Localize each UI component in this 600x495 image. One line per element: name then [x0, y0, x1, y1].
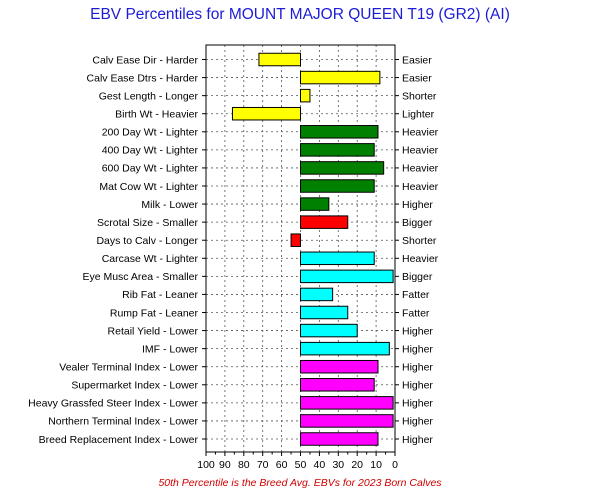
category-label: 400 Day Wt - Lighter	[102, 145, 199, 157]
direction-label: Bigger	[402, 217, 433, 229]
bar	[300, 359, 379, 374]
bar	[300, 269, 394, 284]
category-label: 200 Day Wt - Lighter	[102, 127, 199, 139]
grid-lines	[206, 45, 395, 452]
bar	[300, 179, 375, 193]
bars	[231, 52, 394, 446]
x-tick-label: 90	[219, 459, 231, 471]
bar	[300, 396, 394, 410]
direction-label: Higher	[402, 416, 433, 428]
bar	[300, 197, 330, 211]
chart-footnote: 50th Percentile is the Breed Avg. EBVs f…	[158, 477, 442, 489]
category-label: Mat Cow Wt - Lighter	[99, 181, 198, 193]
direction-label: Bigger	[402, 271, 433, 283]
bar	[300, 251, 375, 266]
bar	[231, 106, 302, 121]
x-tick-label: 40	[314, 459, 326, 471]
bar	[290, 233, 301, 247]
chart-title: EBV Percentiles for MOUNT MAJOR QUEEN T1…	[90, 6, 510, 23]
bar	[300, 125, 379, 139]
category-labels: Calv Ease Dir - Harder Calv Ease Dtrs - H…	[28, 54, 206, 446]
direction-label: Higher	[402, 380, 433, 392]
direction-label: Heavier	[402, 163, 439, 175]
category-label: Calv Ease Dir - Harder	[92, 54, 198, 66]
x-tick-label: 20	[351, 459, 363, 471]
bar	[300, 88, 311, 103]
x-tick-label: 10	[370, 459, 382, 471]
direction-label: Easier	[402, 72, 432, 84]
category-label: Gest Length - Longer	[99, 90, 199, 102]
direction-label: Heavier	[402, 145, 439, 157]
direction-label: Shorter	[402, 90, 437, 102]
direction-label: Heavier	[402, 127, 439, 139]
bar	[300, 432, 379, 446]
direction-label: Higher	[402, 325, 433, 337]
x-tick-label: 50	[295, 459, 307, 471]
category-label: Carcase Wt - Lighter	[102, 253, 199, 265]
category-label: IMF - Lower	[142, 343, 199, 355]
direction-label: Fatter	[402, 307, 430, 319]
category-label: Retail Yield - Lower	[108, 325, 199, 337]
x-axis-ticks: 100 90 80 70 60 50 40 30 20 10 0	[197, 452, 398, 471]
bar	[300, 143, 375, 157]
bar	[300, 378, 375, 392]
bar	[300, 161, 385, 175]
category-label: Calv Ease Dtrs - Harder	[87, 72, 199, 84]
direction-label: Heavier	[402, 253, 439, 265]
direction-labels: Easier Easier Shorter Lighter Heavier Heavier…	[395, 54, 439, 446]
x-tick-label: 100	[197, 459, 215, 471]
category-label: Rump Fat - Leaner	[110, 307, 199, 319]
category-label: Eye Musc Area - Smaller	[82, 271, 198, 283]
category-label: 600 Day Wt - Lighter	[102, 163, 199, 175]
direction-label: Shorter	[402, 235, 437, 247]
category-label: Days to Calv - Longer	[96, 235, 198, 247]
direction-label: Fatter	[402, 289, 430, 301]
category-label: Milk - Lower	[141, 199, 198, 211]
bar	[300, 70, 381, 85]
direction-label: Easier	[402, 54, 432, 66]
x-tick-label: 70	[257, 459, 269, 471]
bar	[300, 414, 394, 428]
bar	[300, 323, 358, 338]
category-label: Northern Terminal Index - Lower	[48, 416, 198, 428]
category-label: Scrotal Size - Smaller	[97, 217, 198, 229]
category-label: Breed Replacement Index - Lower	[39, 434, 199, 446]
category-label: Heavy Grassfed Steer Index - Lower	[28, 398, 198, 410]
bar	[300, 305, 349, 320]
bar	[300, 287, 334, 302]
plot-border	[205, 44, 396, 453]
direction-label: Higher	[402, 398, 433, 410]
direction-label: Higher	[402, 343, 433, 355]
category-label: Rib Fat - Leaner	[122, 289, 198, 301]
direction-label: Heavier	[402, 181, 439, 193]
direction-label: Higher	[402, 199, 433, 211]
direction-label: Higher	[402, 434, 433, 446]
category-label: Birth Wt - Heavier	[115, 109, 198, 121]
x-tick-label: 0	[392, 459, 398, 471]
category-label: Vealer Terminal Index - Lower	[59, 362, 198, 374]
direction-label: Lighter	[402, 109, 435, 121]
direction-label: Higher	[402, 362, 433, 374]
x-tick-label: 30	[332, 459, 344, 471]
bar	[300, 341, 390, 356]
x-tick-label: 80	[238, 459, 250, 471]
x-tick-label: 60	[276, 459, 288, 471]
category-label: Supermarket Index - Lower	[71, 380, 198, 392]
bar	[300, 215, 349, 229]
bar	[258, 52, 302, 67]
